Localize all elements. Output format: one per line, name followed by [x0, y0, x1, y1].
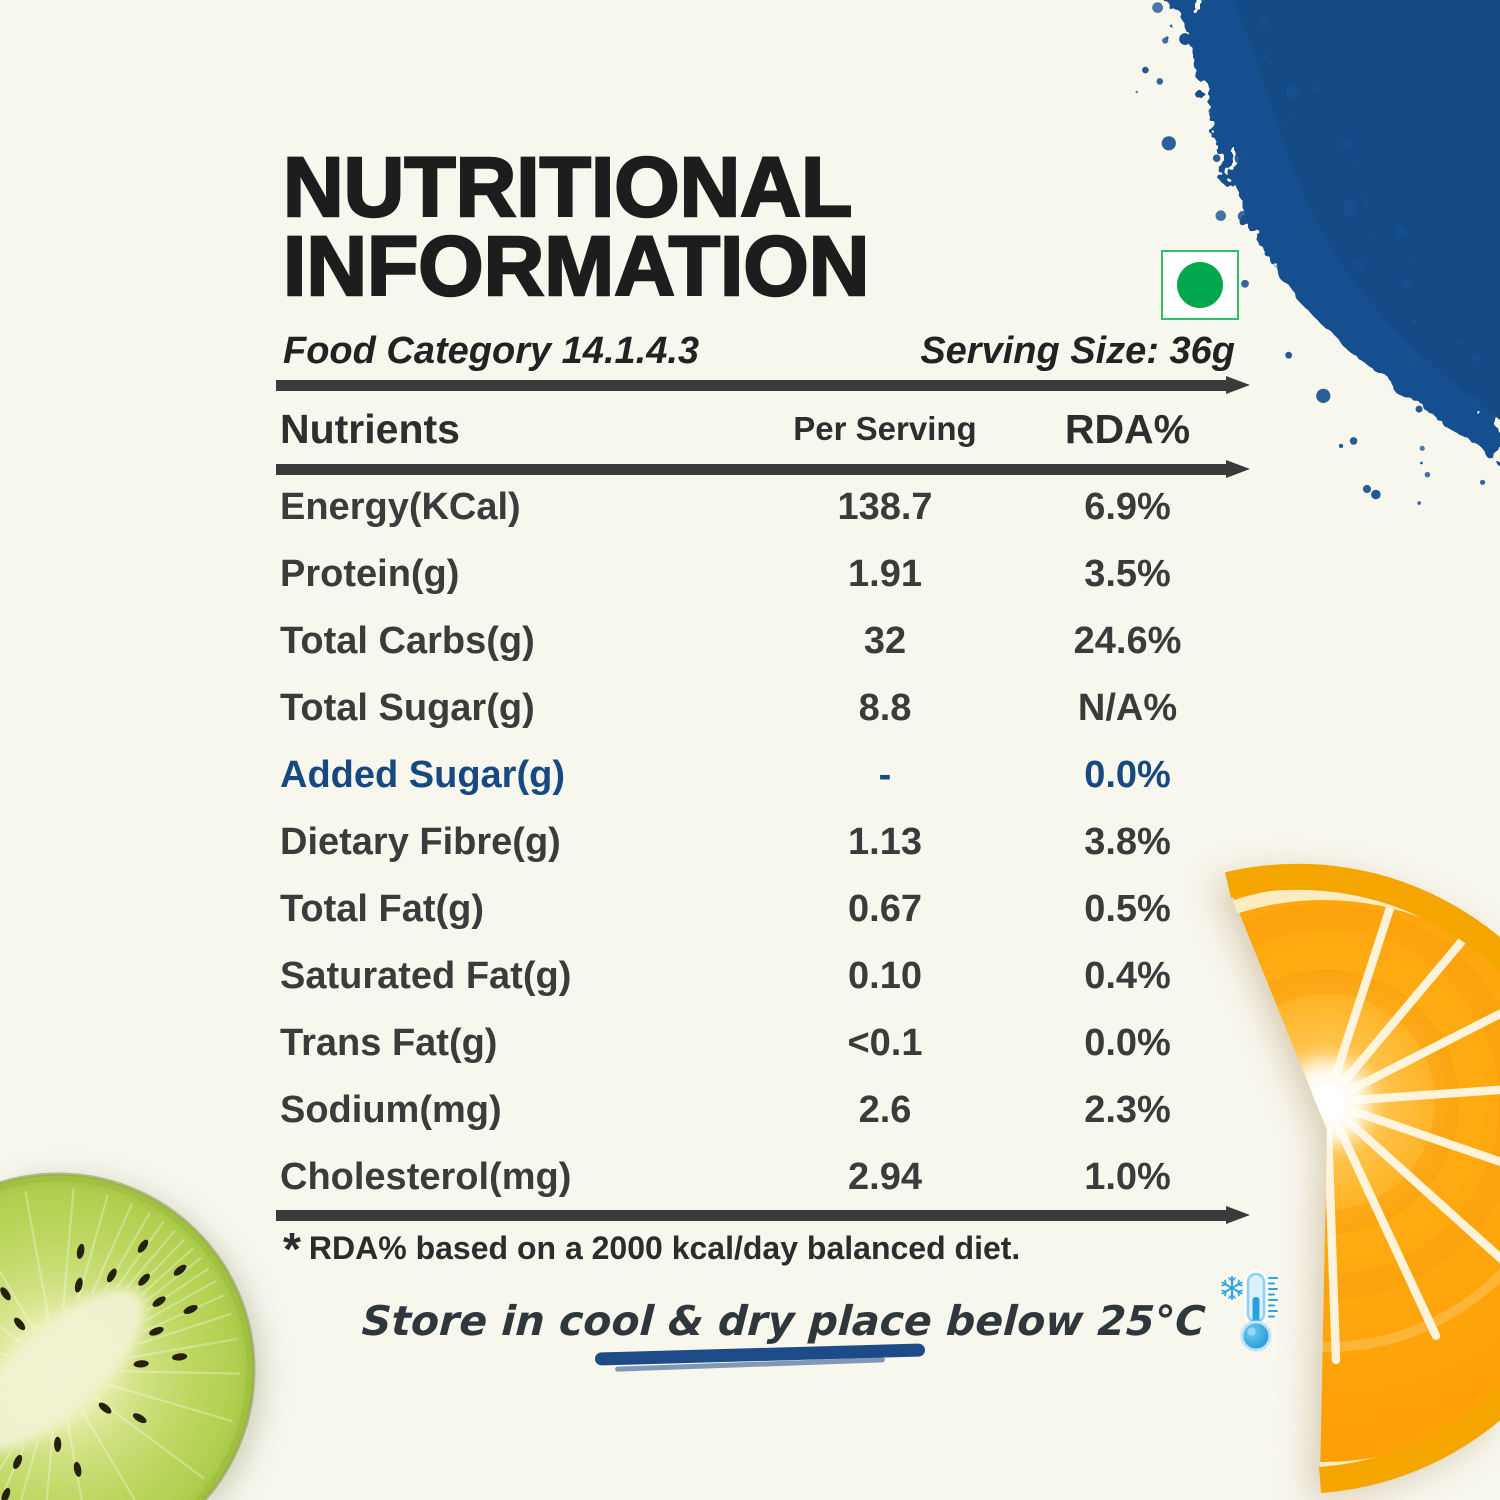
- table-row-added-sugar: Added Sugar(g) - 0.0%: [280, 742, 1245, 809]
- nutrient-name-cell: Energy(KCal): [280, 486, 521, 528]
- page-title-line2: INFORMATION: [282, 218, 871, 313]
- table-row: Total Carbs(g) 32 24.6%: [280, 608, 1245, 675]
- per-serving-value: 2.94: [848, 1156, 922, 1198]
- rda-value: 1.0%: [1084, 1156, 1171, 1198]
- rda-value: 0.0%: [1084, 754, 1171, 796]
- divider-bottom: [276, 1206, 1250, 1224]
- per-serving-value: 1.13: [848, 821, 922, 863]
- per-serving-value: 32: [863, 620, 907, 662]
- nutrient-name-cell: Added Sugar(g): [280, 754, 565, 796]
- divider-header: [276, 460, 1250, 478]
- rda-value: 0.5%: [1084, 888, 1171, 930]
- table-row: Sodium(mg) 2.6 2.3%: [280, 1077, 1245, 1144]
- table-row: Total Sugar(g) 8.8 N/A%: [280, 675, 1245, 742]
- rda-value: 6.9%: [1084, 486, 1171, 528]
- col-rda: RDA%: [1064, 405, 1191, 452]
- veg-mark-dot: [1177, 262, 1223, 308]
- per-serving-value: 0.10: [848, 955, 922, 997]
- rda-footnote-text: RDA% based on a 2000 kcal/day balanced d…: [308, 1230, 1021, 1266]
- nutrient-name-cell: Saturated Fat(g): [280, 955, 572, 997]
- nutrient-name-cell: Trans Fat(g): [280, 1022, 498, 1064]
- rda-value: 0.4%: [1084, 955, 1171, 997]
- table-row: Total Fat(g) 0.67 0.5%: [280, 876, 1245, 943]
- table-row: Dietary Fibre(g) 1.13 3.8%: [280, 809, 1245, 876]
- col-per-serving: Per Serving: [793, 410, 977, 447]
- page-title: NUTRITIONAL INFORMATION: [282, 140, 871, 313]
- thermometer-snowflake-icon: [1221, 1270, 1279, 1352]
- nutrient-name-cell: Total Carbs(g): [280, 620, 535, 662]
- rda-value: 3.8%: [1084, 821, 1171, 863]
- per-serving-value: 1.91: [848, 553, 922, 595]
- rda-value: N/A%: [1077, 687, 1178, 729]
- table-row: Saturated Fat(g) 0.10 0.4%: [280, 943, 1245, 1010]
- asterisk: *: [283, 1223, 301, 1275]
- table-row: Trans Fat(g) <0.1 0.0%: [280, 1010, 1245, 1077]
- table-header: Nutrients Per Serving RDA%: [280, 398, 1245, 460]
- nutrient-name-cell: Total Sugar(g): [280, 687, 535, 729]
- veg-mark-icon: [1161, 250, 1239, 320]
- storage-note-text: Store in cool & dry place below 25°C: [360, 1297, 1207, 1345]
- divider-top: [276, 376, 1250, 394]
- per-serving-value: <0.1: [847, 1022, 923, 1064]
- per-serving-value: 2.6: [858, 1089, 912, 1131]
- per-serving-value: 0.67: [848, 888, 922, 930]
- table-row: Cholesterol(mg) 2.94 1.0%: [280, 1144, 1245, 1211]
- table-row: Protein(g) 1.91 3.5%: [280, 541, 1245, 608]
- rda-value: 24.6%: [1073, 620, 1182, 662]
- table-row: Energy(KCal) 138.7 6.9%: [280, 474, 1245, 541]
- per-serving-value: 138.7: [837, 486, 933, 528]
- rda-value: 2.3%: [1084, 1089, 1171, 1131]
- page-title-line1: NUTRITIONAL: [282, 140, 854, 234]
- col-nutrients: Nutrients: [280, 405, 460, 452]
- rda-value: 0.0%: [1084, 1022, 1171, 1064]
- serving-size: Serving Size: 36g: [920, 330, 1235, 372]
- rda-footnote: * RDA% based on a 2000 kcal/day balanced …: [283, 1222, 1020, 1276]
- per-serving-value: 8.8: [858, 687, 912, 729]
- nutrient-name-cell: Protein(g): [280, 553, 460, 595]
- nutrient-name-cell: Total Fat(g): [280, 888, 485, 930]
- nutrient-name-cell: Dietary Fibre(g): [280, 821, 561, 863]
- storage-note: Store in cool & dry place below 25°C: [340, 1270, 1305, 1372]
- food-category: Food Category 14.1.4.3: [283, 330, 700, 372]
- subheader: Food Category 14.1.4.3 Serving Size: 36g: [283, 330, 1235, 373]
- per-serving-value: -: [878, 754, 892, 796]
- rda-value: 3.5%: [1084, 553, 1171, 595]
- nutrient-name-cell: Cholesterol(mg): [280, 1156, 572, 1198]
- nutrient-name-cell: Sodium(mg): [280, 1089, 502, 1131]
- nutrients-table: Energy(KCal) 138.7 6.9% Protein(g) 1.91 …: [280, 474, 1245, 1211]
